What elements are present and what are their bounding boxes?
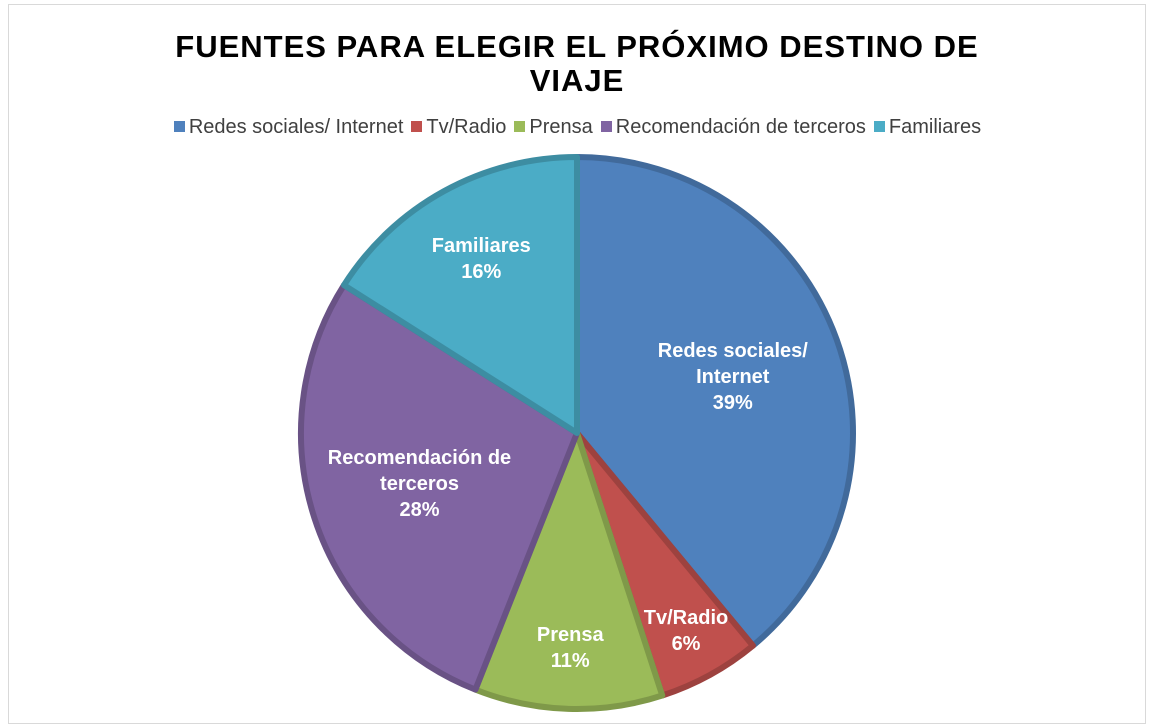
slice-category: Recomendación de terceros: [327, 447, 512, 496]
legend-label: Tv/Radio: [426, 116, 507, 138]
legend-label: Prensa: [529, 116, 593, 138]
slice-label: Redes sociales/ Internet 39%: [633, 338, 833, 416]
chart-title: FUENTES PARA ELEGIR EL PRÓXIMO DESTINO D…: [175, 29, 979, 98]
legend-swatch: [411, 121, 423, 132]
pie-slice: [340, 154, 580, 436]
legend-item: Familiares: [873, 116, 982, 139]
pie-slice: [298, 282, 580, 693]
slice-category: Prensa: [536, 624, 604, 647]
slice-label: Tv/Radio 6%: [586, 605, 786, 657]
slice-category: Tv/Radio: [643, 607, 729, 630]
legend-swatch: [873, 121, 885, 132]
slice-label: Recomendación de terceros 28%: [320, 445, 520, 523]
legend-swatch: [514, 121, 526, 132]
legend: Redes sociales/ Internet Tv/Radio Prensa Re…: [0, 116, 1155, 139]
slice-category: Familiares: [431, 234, 531, 257]
slice-value: 28%: [399, 499, 440, 522]
slice-value: 16%: [461, 260, 502, 283]
legend-item: Tv/Radio: [411, 116, 506, 139]
legend-label: Familiares: [888, 116, 982, 138]
slice-value: 39%: [712, 391, 753, 414]
legend-label: Redes sociales/ Internet: [188, 116, 404, 138]
pie-slice: [472, 430, 666, 712]
legend-item: Recomendación de terceros: [600, 116, 866, 139]
slice-label: Familiares 16%: [381, 233, 581, 285]
legend-label: Recomendación de terceros: [615, 116, 866, 138]
legend-item: Prensa: [514, 116, 593, 139]
slice-value: 11%: [550, 650, 590, 673]
legend-swatch: [173, 121, 185, 132]
slice-label: Prensa 11%: [470, 622, 670, 674]
slice-category: Redes sociales/ Internet: [657, 339, 808, 388]
legend-swatch: [600, 121, 612, 132]
slice-value: 6%: [671, 633, 701, 656]
pie-slice: [574, 154, 856, 649]
legend-item: Redes sociales/ Internet: [173, 116, 404, 139]
